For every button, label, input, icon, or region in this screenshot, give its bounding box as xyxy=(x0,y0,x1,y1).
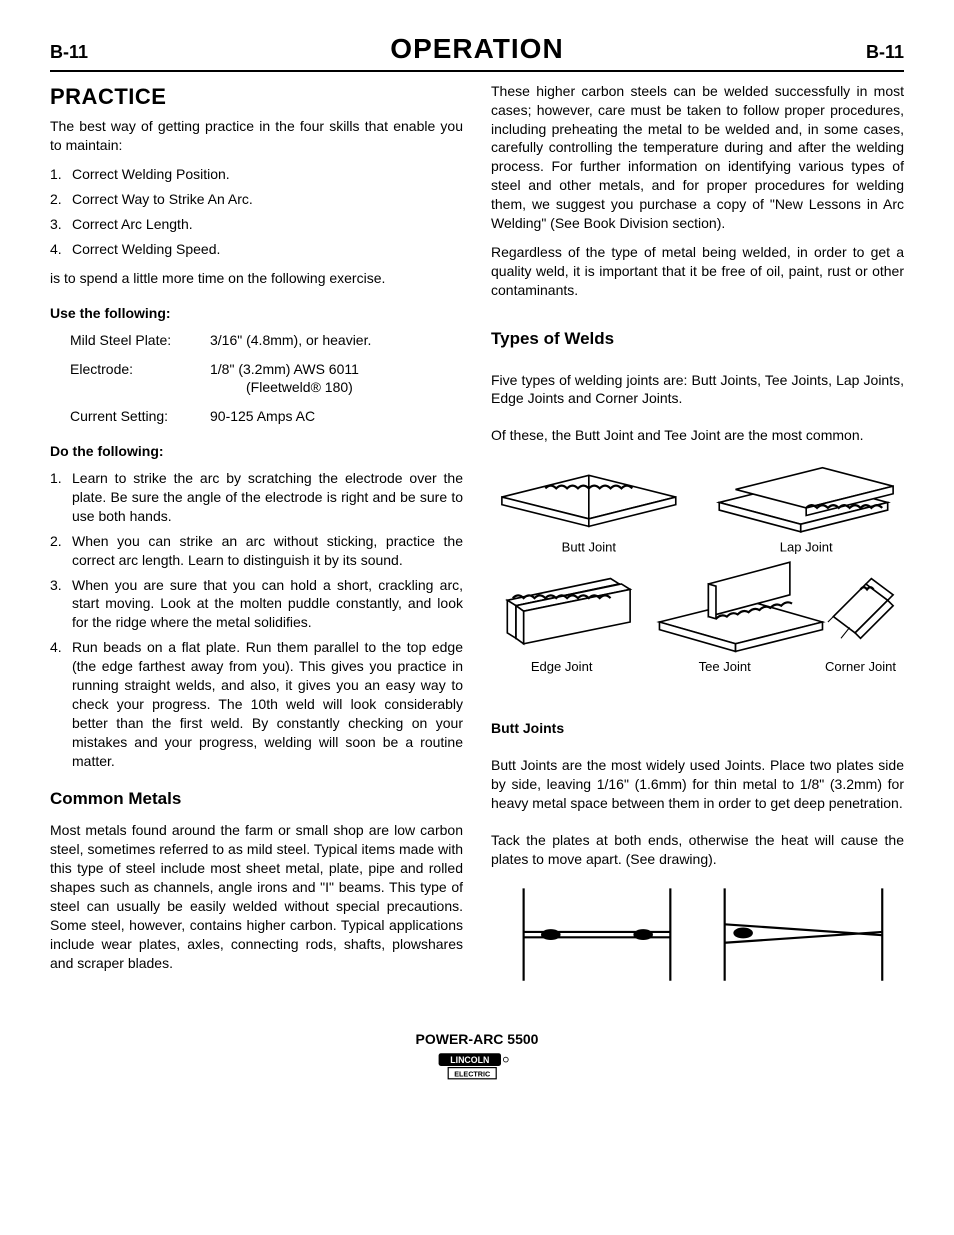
steps-list: 1.Learn to strike the arc by scratching … xyxy=(50,469,463,770)
practice-heading: PRACTICE xyxy=(50,82,463,112)
tack-svg-icon xyxy=(491,883,904,992)
list-item: 4.Run beads on a flat plate. Run them pa… xyxy=(50,638,463,770)
header-bar: B-11 OPERATION B-11 xyxy=(50,30,904,72)
butt-para-1: Butt Joints are the most widely used Joi… xyxy=(491,756,904,813)
contaminants-para: Regardless of the type of metal being we… xyxy=(491,243,904,300)
spec-label: Mild Steel Plate: xyxy=(70,331,210,350)
skills-list: 1.Correct Welding Position. 2.Correct Wa… xyxy=(50,165,463,259)
svg-text:Butt Joint: Butt Joint xyxy=(562,540,617,555)
footer-product: POWER-ARC 5500 xyxy=(50,1030,904,1049)
spec-table: Mild Steel Plate: 3/16" (4.8mm), or heav… xyxy=(70,331,463,427)
list-item: 2.Correct Way to Strike An Arc. xyxy=(50,190,463,209)
list-item: 1.Correct Welding Position. xyxy=(50,165,463,184)
svg-text:Lap Joint: Lap Joint xyxy=(780,540,833,555)
page-number-right: B-11 xyxy=(866,40,904,64)
page-title: OPERATION xyxy=(390,30,563,68)
svg-text:Tee Joint: Tee Joint xyxy=(699,659,752,674)
joints-svg-icon: Butt Joint Lap Joint Edge Joint Tee Join… xyxy=(491,459,904,698)
types-para-1: Five types of welding joints are: Butt J… xyxy=(491,371,904,409)
list-item: 4.Correct Welding Speed. xyxy=(50,240,463,259)
joints-diagram: Butt Joint Lap Joint Edge Joint Tee Join… xyxy=(491,459,904,703)
carbon-steel-para: These higher carbon steels can be welded… xyxy=(491,82,904,233)
svg-text:Edge Joint: Edge Joint xyxy=(531,659,593,674)
content-columns: PRACTICE The best way of getting practic… xyxy=(50,82,904,1010)
left-column: PRACTICE The best way of getting practic… xyxy=(50,82,463,1010)
common-metals-heading: Common Metals xyxy=(50,788,463,811)
tack-diagram xyxy=(491,883,904,997)
types-of-welds-heading: Types of Welds xyxy=(491,328,904,351)
table-row: Current Setting: 90-125 Amps AC xyxy=(70,407,463,426)
svg-text:LINCOLN: LINCOLN xyxy=(450,1055,489,1065)
use-following-heading: Use the following: xyxy=(50,304,463,323)
spec-label: Current Setting: xyxy=(70,407,210,426)
page-number-left: B-11 xyxy=(50,40,88,64)
svg-text:ELECTRIC: ELECTRIC xyxy=(454,1069,490,1078)
table-row: Electrode: 1/8" (3.2mm) AWS 6011 (Fleetw… xyxy=(70,360,463,398)
lincoln-logo-icon: LINCOLN ELECTRIC xyxy=(437,1051,517,1081)
types-para-2: Of these, the Butt Joint and Tee Joint a… xyxy=(491,426,904,445)
spec-value: 1/8" (3.2mm) AWS 6011 (Fleetweld® 180) xyxy=(210,360,463,398)
common-metals-para: Most metals found around the farm or sma… xyxy=(50,821,463,972)
svg-text:Corner Joint: Corner Joint xyxy=(825,659,896,674)
do-following-heading: Do the following: xyxy=(50,442,463,461)
spec-value: 3/16" (4.8mm), or heavier. xyxy=(210,331,463,350)
list-item: 3.When you are sure that you can hold a … xyxy=(50,576,463,633)
list-item: 1.Learn to strike the arc by scratching … xyxy=(50,469,463,526)
practice-tail: is to spend a little more time on the fo… xyxy=(50,269,463,288)
list-item: 3.Correct Arc Length. xyxy=(50,215,463,234)
butt-joints-heading: Butt Joints xyxy=(491,719,904,738)
butt-para-2: Tack the plates at both ends, otherwise … xyxy=(491,831,904,869)
spec-label: Electrode: xyxy=(70,360,210,398)
list-item: 2.When you can strike an arc without sti… xyxy=(50,532,463,570)
lincoln-logo: LINCOLN ELECTRIC xyxy=(50,1051,904,1086)
practice-intro: The best way of getting practice in the … xyxy=(50,117,463,155)
table-row: Mild Steel Plate: 3/16" (4.8mm), or heav… xyxy=(70,331,463,350)
spec-value: 90-125 Amps AC xyxy=(210,407,463,426)
right-column: These higher carbon steels can be welded… xyxy=(491,82,904,1010)
